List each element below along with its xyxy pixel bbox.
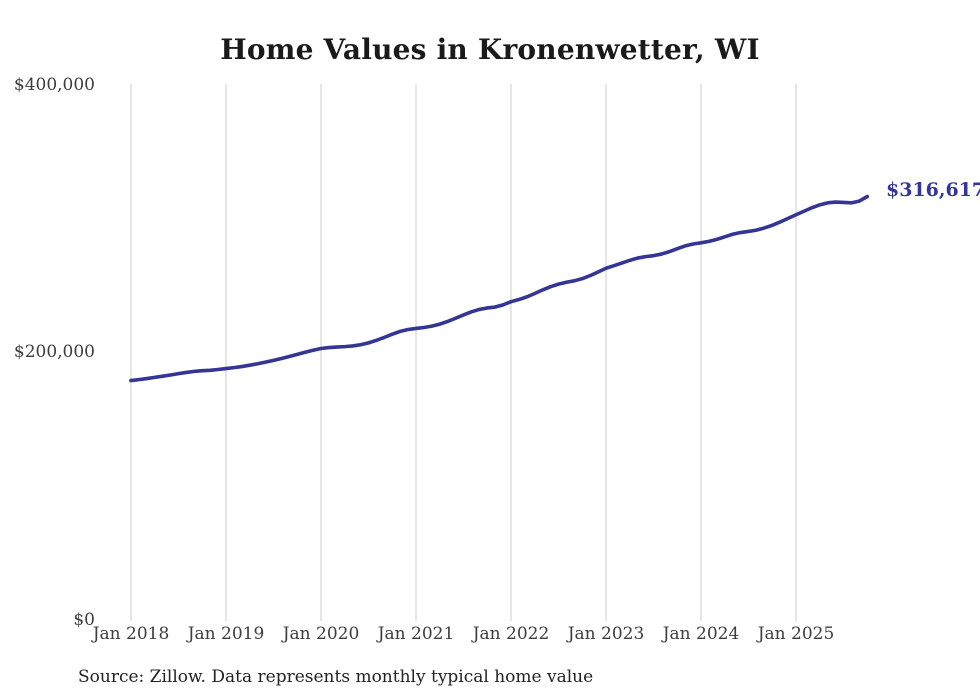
x-axis-tick-jan-2024: Jan 2024 [662, 624, 740, 644]
home-value-series-line [129, 194, 870, 383]
source-note: Source: Zillow. Data represents monthly … [78, 667, 594, 687]
x-axis-tick-jan-2020: Jan 2020 [282, 624, 360, 644]
y-axis-tick-0: $0 [73, 610, 95, 630]
y-axis-tick-400k: $400,000 [13, 75, 95, 95]
x-axis-tick-jan-2019: Jan 2019 [187, 624, 265, 644]
chart-title: Home Values in Kronenwetter, WI [220, 33, 760, 66]
y-axis-tick-200k: $200,000 [13, 342, 95, 362]
latest-value-label: $316,617 [886, 179, 980, 201]
x-axis-tick-jan-2021: Jan 2021 [377, 624, 455, 644]
x-axis-tick-jan-2025: Jan 2025 [757, 624, 835, 644]
x-axis-tick-jan-2023: Jan 2023 [567, 624, 645, 644]
x-axis-tick-jan-2022: Jan 2022 [472, 624, 550, 644]
x-axis-tick-jan-2018: Jan 2018 [92, 624, 170, 644]
